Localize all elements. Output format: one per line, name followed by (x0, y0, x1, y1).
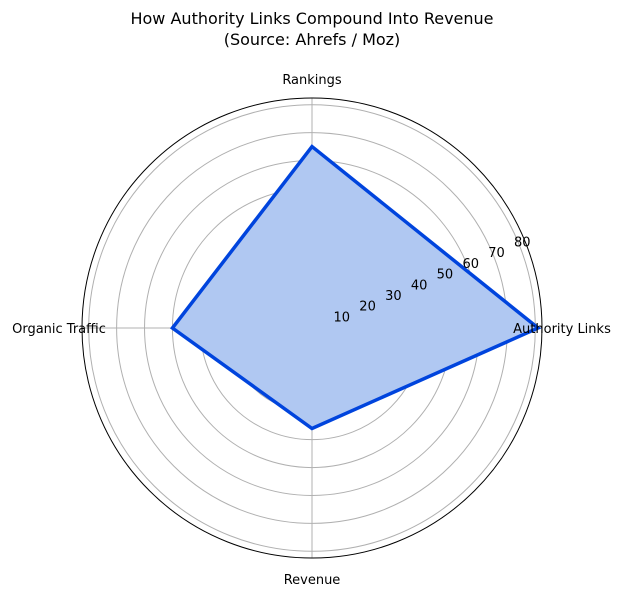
series-fill (172, 146, 539, 429)
radial-tick-label: 80 (514, 236, 531, 251)
radial-tick-label: 60 (462, 257, 479, 272)
labels: 10 20 30 40 50 60 70 80 Authority Links Rankings O… (12, 73, 611, 588)
radial-tick-label: 30 (385, 289, 402, 304)
category-label-organic-traffic: Organic Traffic (12, 322, 106, 337)
chart-title-line-1: How Authority Links Compound Into Revenu… (130, 9, 493, 28)
radial-tick-label: 10 (334, 310, 351, 325)
category-label-authority-links: Authority Links (513, 322, 611, 337)
category-label-rankings: Rankings (282, 73, 342, 88)
category-label-revenue: Revenue (284, 573, 341, 588)
radial-tick-label: 50 (437, 268, 454, 283)
outer-frame (81, 97, 543, 559)
radial-tick-label: 20 (359, 300, 376, 315)
radial-tick-label: 70 (488, 246, 505, 261)
chart-title-line-2: (Source: Ahrefs / Moz) (224, 30, 401, 49)
radial-tick-label: 40 (411, 278, 428, 293)
data-series (169, 144, 542, 431)
